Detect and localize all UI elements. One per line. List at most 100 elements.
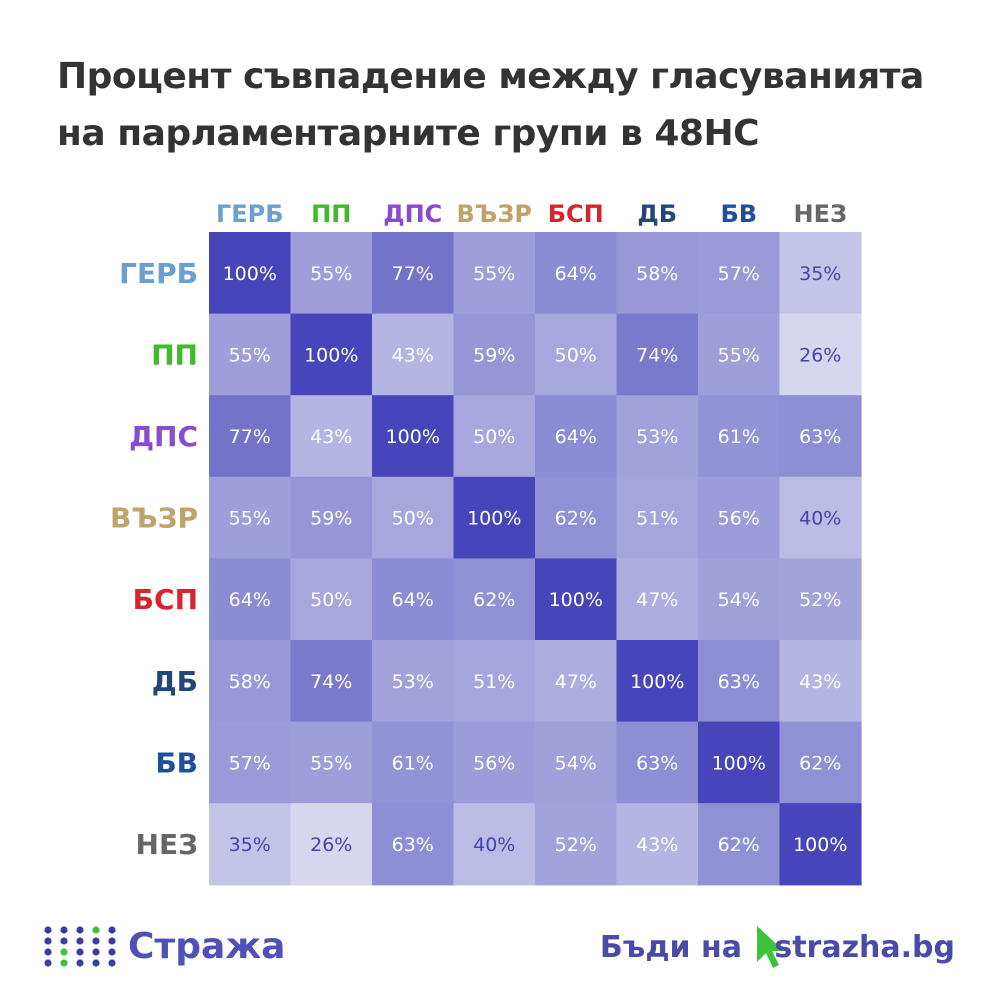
cell-value-label: 63% bbox=[799, 426, 841, 448]
cell-value-label: 64% bbox=[229, 589, 271, 611]
heatmap-cell bbox=[372, 476, 455, 559]
cell-value-label: 43% bbox=[799, 671, 841, 693]
heatmap-cell bbox=[535, 803, 618, 886]
logo-dot bbox=[44, 948, 52, 956]
cell-value-label: 57% bbox=[718, 263, 760, 285]
heatmap-cell bbox=[290, 232, 373, 315]
cell-value-label: 55% bbox=[229, 344, 271, 366]
heatmap-cell bbox=[209, 558, 292, 641]
heatmap-cell bbox=[209, 232, 292, 315]
logo-dot bbox=[108, 937, 116, 945]
heatmap-cell bbox=[698, 232, 781, 315]
cell-value-label: 62% bbox=[555, 508, 597, 530]
logo-dot bbox=[76, 959, 84, 967]
heatmap-cell bbox=[779, 721, 862, 804]
cell-value-label: 64% bbox=[555, 263, 597, 285]
heatmap-cell bbox=[779, 232, 862, 315]
heatmap-cell bbox=[453, 721, 536, 804]
heatmap-cell bbox=[453, 803, 536, 886]
heatmap-cell bbox=[290, 558, 373, 641]
heatmap-cell bbox=[209, 803, 292, 886]
logo-dot bbox=[108, 948, 116, 956]
logo-dot bbox=[44, 926, 52, 934]
heatmap-cell bbox=[290, 640, 373, 723]
site-link[interactable]: strazha.bg bbox=[774, 930, 955, 965]
cell-value-label: 63% bbox=[636, 752, 678, 774]
cell-value-label: 54% bbox=[555, 752, 597, 774]
cell-value-label: 77% bbox=[229, 426, 271, 448]
cell-value-label: 59% bbox=[473, 344, 515, 366]
logo-dot bbox=[92, 948, 100, 956]
heatmap-cell bbox=[616, 395, 699, 478]
heatmap-cell bbox=[616, 558, 699, 641]
heatmap-cell bbox=[290, 313, 373, 396]
column-label: ДБ bbox=[637, 200, 677, 228]
cell-value-label: 53% bbox=[392, 671, 434, 693]
cell-value-label: 100% bbox=[630, 671, 684, 693]
cell-value-label: 55% bbox=[229, 508, 271, 530]
logo-dot bbox=[76, 937, 84, 945]
cell-value-label: 50% bbox=[473, 426, 515, 448]
cell-value-label: 63% bbox=[392, 834, 434, 856]
cell-value-label: 100% bbox=[386, 426, 440, 448]
cell-value-label: 47% bbox=[636, 589, 678, 611]
column-label: ДПС bbox=[383, 200, 442, 228]
logo-dot bbox=[92, 937, 100, 945]
cell-value-label: 40% bbox=[799, 508, 841, 530]
logo-dot bbox=[92, 926, 100, 934]
cell-value-label: 55% bbox=[473, 263, 515, 285]
cell-value-label: 51% bbox=[473, 671, 515, 693]
cell-value-label: 61% bbox=[718, 426, 760, 448]
heatmap-cell bbox=[372, 232, 455, 315]
row-label: ДПС bbox=[129, 420, 198, 453]
cell-value-label: 100% bbox=[223, 263, 277, 285]
heatmap-cell bbox=[453, 558, 536, 641]
cell-value-label: 43% bbox=[392, 344, 434, 366]
heatmap-cell bbox=[372, 313, 455, 396]
heatmap-cell bbox=[616, 232, 699, 315]
row-label: ДБ bbox=[152, 665, 198, 698]
cell-value-label: 43% bbox=[636, 834, 678, 856]
cell-value-label: 26% bbox=[799, 344, 841, 366]
heatmap-cell bbox=[535, 313, 618, 396]
heatmap-cell bbox=[779, 395, 862, 478]
heatmap-cell bbox=[535, 558, 618, 641]
heatmap-cell bbox=[290, 476, 373, 559]
heatmap-cell bbox=[616, 640, 699, 723]
heatmap-cell bbox=[453, 640, 536, 723]
cursor-arrow-icon bbox=[757, 926, 784, 968]
heatmap-cell bbox=[616, 476, 699, 559]
cell-value-label: 57% bbox=[229, 752, 271, 774]
cell-value-label: 64% bbox=[392, 589, 434, 611]
row-label: БВ bbox=[155, 746, 198, 779]
cell-value-label: 35% bbox=[229, 834, 271, 856]
heatmap-cell bbox=[290, 395, 373, 478]
cell-value-label: 35% bbox=[799, 263, 841, 285]
heatmap-cell bbox=[698, 803, 781, 886]
heatmap-cell bbox=[290, 721, 373, 804]
cell-value-label: 100% bbox=[712, 752, 766, 774]
logo-dot bbox=[108, 926, 116, 934]
heatmap-cell bbox=[209, 640, 292, 723]
heatmap-cell bbox=[535, 232, 618, 315]
column-label: ВЪЗР bbox=[457, 200, 532, 228]
logo-dot bbox=[60, 959, 68, 967]
heatmap-cell bbox=[616, 803, 699, 886]
cell-value-label: 54% bbox=[718, 589, 760, 611]
heatmap-cell bbox=[698, 313, 781, 396]
cell-value-label: 74% bbox=[636, 344, 678, 366]
cell-value-label: 58% bbox=[636, 263, 678, 285]
heatmap-cell bbox=[372, 395, 455, 478]
logo-dot bbox=[92, 959, 100, 967]
heatmap-cell bbox=[372, 803, 455, 886]
column-label: БВ bbox=[720, 200, 757, 228]
heatmap-cell bbox=[209, 721, 292, 804]
cell-value-label: 62% bbox=[799, 752, 841, 774]
chart-title: Процент съвпадение между гласуванията на… bbox=[57, 48, 977, 162]
chart-title-line-2: на парламентарните групи в 48НС bbox=[57, 113, 760, 154]
row-label: ГЕРБ bbox=[119, 257, 198, 290]
cell-value-label: 100% bbox=[549, 589, 603, 611]
heatmap-cell bbox=[779, 803, 862, 886]
heatmap-cell bbox=[535, 640, 618, 723]
